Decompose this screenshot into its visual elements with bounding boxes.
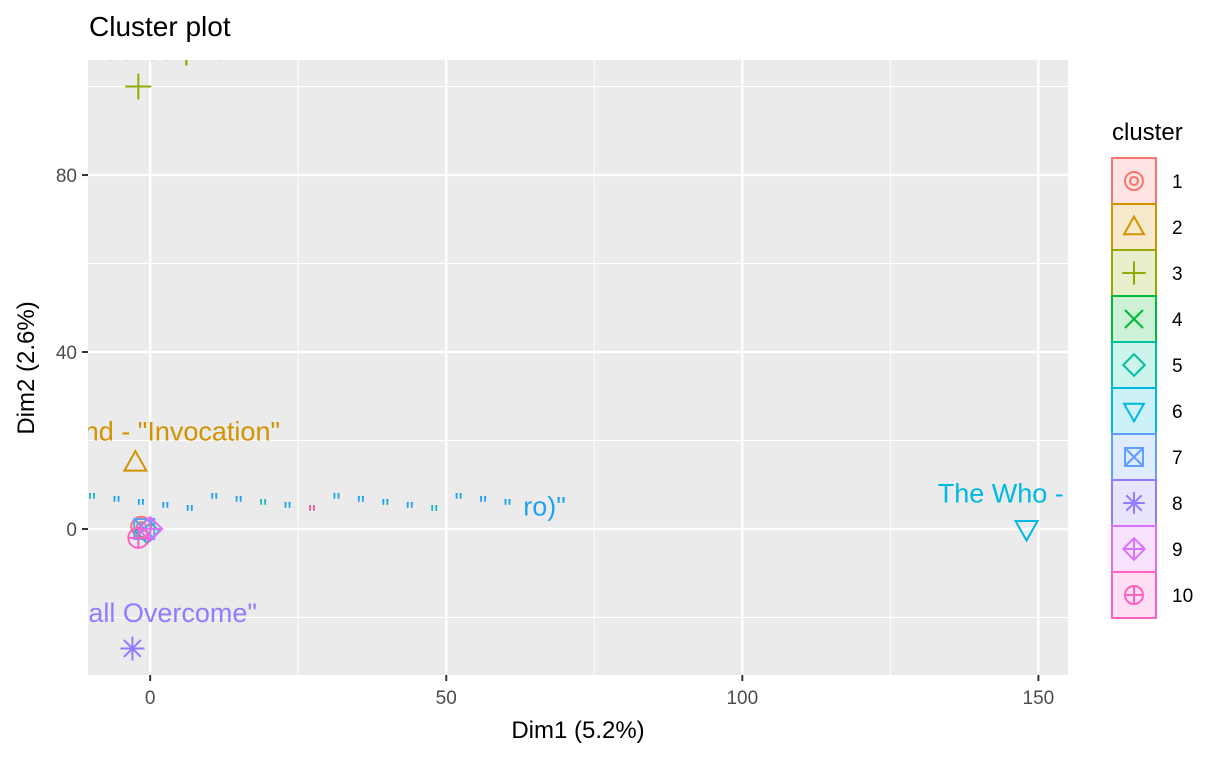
overplotted-label: ": [381, 494, 389, 524]
point-cluster-3: [125, 73, 152, 100]
legend-title: cluster: [1112, 119, 1183, 146]
overplot-fragment: ro)": [523, 492, 566, 522]
point-label-cluster-3: ead - St. Stephen: [33, 36, 243, 66]
overplotted-label: ": [161, 497, 169, 527]
overplotted-label: ": [308, 500, 316, 530]
legend-label: 6: [1172, 402, 1183, 423]
legend-label: 8: [1172, 494, 1183, 515]
grid-minor: [88, 60, 1068, 675]
x-axis-label: Dim1 (5.2%): [511, 717, 644, 744]
legend-key-7: [1111, 433, 1157, 481]
chart-title: Cluster plot: [89, 11, 231, 42]
legend-key-9: [1111, 525, 1157, 573]
legend-label: 2: [1172, 218, 1183, 239]
point-label-cluster-8: We Shall Overcome": [8, 598, 257, 628]
y-axis: 0 40 80: [56, 166, 88, 541]
overplotted-label: ": [259, 494, 267, 524]
legend-label: 4: [1172, 310, 1183, 331]
overplotted-label: ": [430, 500, 438, 530]
plot-panel: [88, 60, 1068, 675]
overplotted-label: ": [137, 494, 145, 524]
overplotted-label: ": [332, 488, 340, 518]
overplotted-label: ": [504, 494, 512, 524]
legend-key-10: [1111, 571, 1157, 619]
overplotted-label: ": [112, 491, 120, 521]
legend-key-6: [1111, 387, 1157, 435]
overplotted-label: ": [88, 488, 96, 518]
legend: cluster 1 2 3 4 5 6 7 8 9 10: [1111, 119, 1193, 619]
point-label-cluster-6: The Who - "Ch: [938, 478, 1116, 508]
y-axis-label: Dim2 (2.6%): [13, 301, 40, 434]
legend-label: 9: [1172, 540, 1183, 561]
point-cluster-2: [122, 449, 149, 472]
point-labels: tring Band - "Invocation" ead - St. Steph…: [0, 36, 1116, 628]
grid-major: [88, 60, 1068, 675]
data-points: [120, 73, 1040, 661]
legend-key-3: [1111, 249, 1157, 297]
legend-label: 5: [1172, 356, 1183, 377]
legend-key-8: [1111, 479, 1157, 527]
overplotted-labels: " " " " " " " " " " " " " " " " " " ro)": [88, 488, 566, 530]
legend-label: 3: [1172, 264, 1183, 285]
legend-key-4: [1111, 295, 1157, 343]
overplotted-label: ": [455, 488, 463, 518]
y-tick-label: 0: [66, 520, 77, 541]
overplotted-label: ": [186, 500, 194, 530]
overplotted-label: ": [284, 497, 292, 527]
legend-key-1: [1111, 157, 1157, 205]
overplotted-label: ": [235, 491, 243, 521]
x-axis: 0 50 100 150: [145, 675, 1054, 709]
y-tick-label: 80: [56, 166, 77, 187]
overplotted-label: ": [357, 491, 365, 521]
overplotted-label: ": [406, 497, 414, 527]
legend-label: 1: [1172, 172, 1183, 193]
point-cluster-10: [127, 526, 150, 549]
point-cluster-8: [120, 636, 145, 661]
point-label-cluster-2: tring Band - "Invocation": [0, 417, 280, 447]
overplotted-label: ": [479, 491, 487, 521]
x-tick-label: 50: [436, 688, 457, 709]
legend-label: 7: [1172, 448, 1183, 469]
legend-key-2: [1111, 203, 1157, 251]
x-tick-label: 150: [1023, 688, 1055, 709]
overplotted-label: ": [210, 488, 218, 518]
legend-label: 10: [1172, 586, 1193, 607]
y-tick-label: 40: [56, 343, 77, 364]
x-tick-label: 100: [726, 688, 758, 709]
x-tick-label: 0: [145, 688, 156, 709]
point-cluster-6: [1013, 519, 1040, 543]
legend-key-5: [1111, 341, 1157, 389]
